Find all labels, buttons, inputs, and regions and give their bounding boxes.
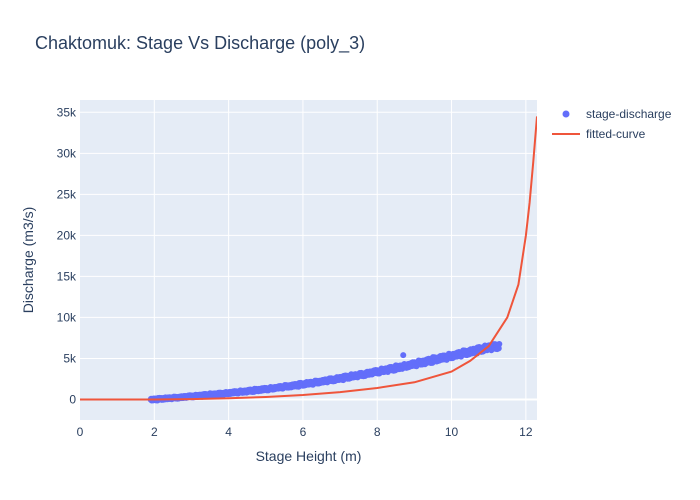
x-tick-label: 4 <box>225 425 232 439</box>
scatter-point <box>495 345 502 352</box>
y-tick-label: 10k <box>57 310 77 324</box>
tick-labels: 0 2 4 6 8 10 12 0 5k 10k 15k 20k 25k 30k 35k <box>57 105 533 439</box>
x-tick-label: 10 <box>445 425 459 439</box>
y-axis-title: Discharge (m3/s) <box>20 207 36 314</box>
plot-background <box>80 100 537 420</box>
chart-title: Chaktomuk: Stage Vs Discharge (poly_3) <box>35 33 366 53</box>
y-tick-label: 15k <box>57 269 77 283</box>
x-tick-label: 8 <box>374 425 381 439</box>
x-tick-label: 6 <box>300 425 307 439</box>
y-tick-label: 25k <box>57 187 77 201</box>
legend[interactable]: stage-discharge fitted-curve <box>552 107 672 141</box>
y-tick-label: 20k <box>57 228 77 242</box>
y-tick-label: 30k <box>57 146 77 160</box>
plot-marks <box>80 116 537 404</box>
x-axis-title: Stage Height (m) <box>256 448 362 464</box>
y-tick-label: 0 <box>69 392 76 406</box>
legend-scatter-marker <box>562 110 570 118</box>
scatter-point <box>496 340 503 347</box>
y-tick-label: 35k <box>57 105 77 119</box>
x-tick-label: 2 <box>151 425 158 439</box>
scatter-point <box>400 352 407 359</box>
y-tick-label: 5k <box>63 351 77 365</box>
x-tick-label: 0 <box>77 425 84 439</box>
grid-lines <box>80 100 537 420</box>
fitted-curve-line <box>80 116 537 401</box>
legend-label-stage-discharge: stage-discharge <box>586 107 672 121</box>
x-tick-label: 12 <box>519 425 533 439</box>
legend-label-fitted-curve: fitted-curve <box>586 127 646 141</box>
